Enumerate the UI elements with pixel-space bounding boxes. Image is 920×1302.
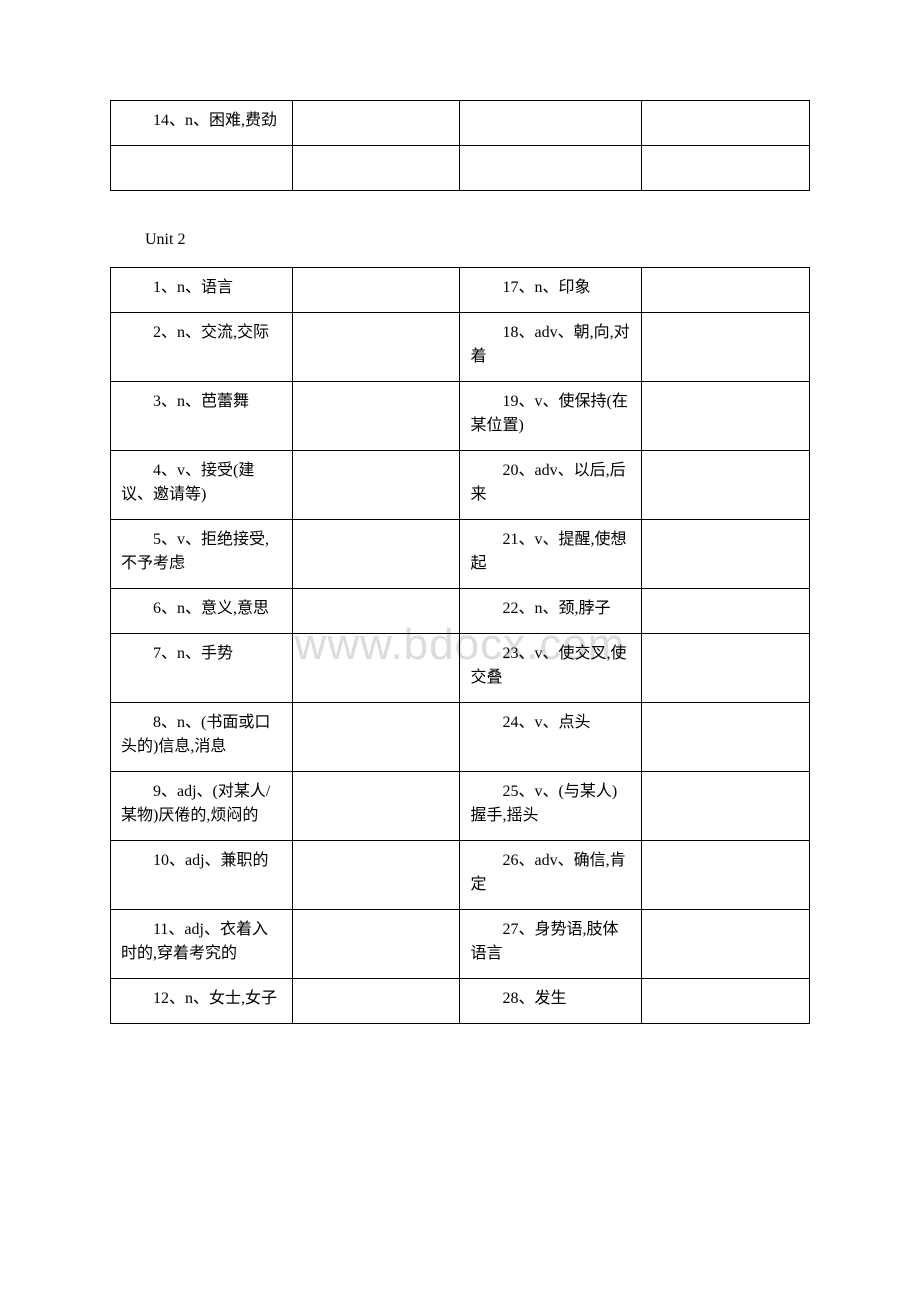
table-row: 12、n、女士,女子 28、发生 bbox=[111, 979, 810, 1024]
table-cell: 8、n、(书面或口头的)信息,消息 bbox=[111, 703, 293, 772]
table-row: 6、n、意义,意思 22、n、颈,脖子 bbox=[111, 589, 810, 634]
table-cell bbox=[642, 910, 810, 979]
table-cell: 24、v、点头 bbox=[460, 703, 642, 772]
table-cell bbox=[642, 101, 810, 146]
table-cell bbox=[292, 910, 460, 979]
vocab-table-1: 14、n、困难,费劲 bbox=[110, 100, 810, 191]
table-cell: 17、n、印象 bbox=[460, 268, 642, 313]
table-cell: 5、v、拒绝接受,不予考虑 bbox=[111, 520, 293, 589]
table-cell: 2、n、交流,交际 bbox=[111, 313, 293, 382]
table-cell: 4、v、接受(建议、邀请等) bbox=[111, 451, 293, 520]
vocab-table-2: 1、n、语言17、n、印象2、n、交流,交际18、adv、朝,向,对着3、n、芭… bbox=[110, 267, 810, 1024]
table-cell bbox=[642, 146, 810, 191]
table-cell bbox=[292, 382, 460, 451]
table-row: 11、adj、衣着入时的,穿着考究的 27、身势语,肢体语言 bbox=[111, 910, 810, 979]
table-cell bbox=[292, 841, 460, 910]
table-cell bbox=[292, 146, 460, 191]
table-cell: 21、v、提醒,使想起 bbox=[460, 520, 642, 589]
table-cell bbox=[642, 451, 810, 520]
table-cell bbox=[292, 703, 460, 772]
table-cell bbox=[642, 520, 810, 589]
table-cell bbox=[460, 146, 642, 191]
table-cell bbox=[642, 313, 810, 382]
table-row: 14、n、困难,费劲 bbox=[111, 101, 810, 146]
table-row: 1、n、语言 17、n、印象 bbox=[111, 268, 810, 313]
table-cell bbox=[292, 520, 460, 589]
table-cell: 22、n、颈,脖子 bbox=[460, 589, 642, 634]
table-cell bbox=[642, 841, 810, 910]
table-cell bbox=[292, 634, 460, 703]
table-cell: 19、v、使保持(在某位置) bbox=[460, 382, 642, 451]
table-cell: 25、v、(与某人)握手,摇头 bbox=[460, 772, 642, 841]
table-row: 4、v、接受(建议、邀请等) 20、adv、以后,后来 bbox=[111, 451, 810, 520]
table-cell: 9、adj、(对某人/某物)厌倦的,烦闷的 bbox=[111, 772, 293, 841]
table-cell: 11、adj、衣着入时的,穿着考究的 bbox=[111, 910, 293, 979]
table-cell bbox=[292, 451, 460, 520]
table-cell: 26、adv、确信,肯定 bbox=[460, 841, 642, 910]
table-cell bbox=[642, 772, 810, 841]
table-cell bbox=[642, 589, 810, 634]
table-row: 3、n、芭蕾舞 19、v、使保持(在某位置) bbox=[111, 382, 810, 451]
table-row: 2、n、交流,交际 18、adv、朝,向,对着 bbox=[111, 313, 810, 382]
table-row: 7、n、手势 23、v、使交叉,使交叠 bbox=[111, 634, 810, 703]
table-cell: 12、n、女士,女子 bbox=[111, 979, 293, 1024]
table-row: 10、adj、兼职的 26、adv、确信,肯定 bbox=[111, 841, 810, 910]
table-cell bbox=[292, 979, 460, 1024]
table-cell: 7、n、手势 bbox=[111, 634, 293, 703]
table-row: 8、n、(书面或口头的)信息,消息 24、v、点头 bbox=[111, 703, 810, 772]
table-cell: 27、身势语,肢体语言 bbox=[460, 910, 642, 979]
table-cell bbox=[642, 268, 810, 313]
table-cell: 14、n、困难,费劲 bbox=[111, 101, 293, 146]
table-cell bbox=[642, 382, 810, 451]
table-cell: 28、发生 bbox=[460, 979, 642, 1024]
table-row bbox=[111, 146, 810, 191]
table-cell bbox=[642, 979, 810, 1024]
table-cell bbox=[292, 101, 460, 146]
table-cell bbox=[292, 313, 460, 382]
table-cell: 23、v、使交叉,使交叠 bbox=[460, 634, 642, 703]
table-cell: 6、n、意义,意思 bbox=[111, 589, 293, 634]
table-row: 5、v、拒绝接受,不予考虑 21、v、提醒,使想起 bbox=[111, 520, 810, 589]
table-cell: 3、n、芭蕾舞 bbox=[111, 382, 293, 451]
table-cell bbox=[292, 772, 460, 841]
table-cell bbox=[292, 589, 460, 634]
table-cell: 20、adv、以后,后来 bbox=[460, 451, 642, 520]
unit-label: Unit 2 bbox=[110, 231, 810, 249]
table-cell bbox=[111, 146, 293, 191]
table-cell: 10、adj、兼职的 bbox=[111, 841, 293, 910]
table-cell: 1、n、语言 bbox=[111, 268, 293, 313]
table-cell bbox=[292, 268, 460, 313]
table-row: 9、adj、(对某人/某物)厌倦的,烦闷的 25、v、(与某人)握手,摇头 bbox=[111, 772, 810, 841]
table-cell bbox=[642, 634, 810, 703]
table-cell bbox=[460, 101, 642, 146]
table-cell bbox=[642, 703, 810, 772]
table-cell: 18、adv、朝,向,对着 bbox=[460, 313, 642, 382]
